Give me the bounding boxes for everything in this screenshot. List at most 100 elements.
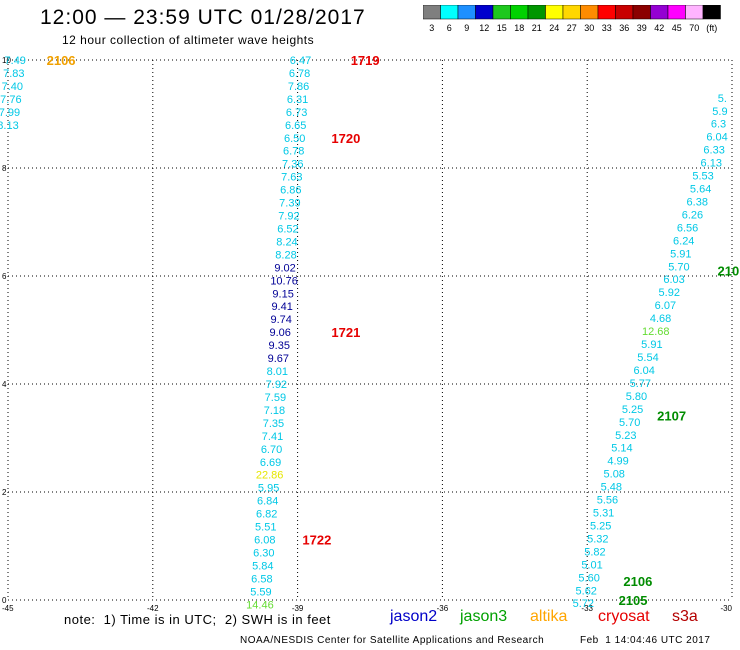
wave-height-label: 10.76 xyxy=(270,275,298,287)
wave-height-label: 7.92 xyxy=(266,379,287,391)
colorbar-label: 33 xyxy=(602,23,612,33)
wave-height-label: 6.52 xyxy=(277,223,298,235)
y-tick-label: 6 xyxy=(2,272,7,281)
wave-height-label: 5.9 xyxy=(712,106,727,118)
wave-height-label: 6.30 xyxy=(253,547,274,559)
wave-height-label: 6.69 xyxy=(260,457,281,469)
wave-height-label: 5.25 xyxy=(590,520,611,532)
wave-height-label: 8.13 xyxy=(0,120,19,132)
wave-height-label: 6.33 xyxy=(703,145,724,157)
time-label: 210 xyxy=(718,264,740,279)
wave-height-label: 5.60 xyxy=(578,572,599,584)
wave-height-label: 7.92 xyxy=(278,211,299,223)
wave-height-label: 5.91 xyxy=(670,248,691,260)
wave-height-label: 9.02 xyxy=(274,262,295,274)
wave-height-label: 5.53 xyxy=(692,171,713,183)
wave-height-label: 6.65 xyxy=(285,120,306,132)
wave-height-label: 8.01 xyxy=(267,366,288,378)
wave-height-label: 6.31 xyxy=(287,94,308,106)
wave-height-label: 4.68 xyxy=(650,313,671,325)
colorbar-label: 24 xyxy=(549,23,559,33)
time-label: 2106 xyxy=(623,574,652,589)
wave-height-label: 6.82 xyxy=(256,509,277,521)
wave-height-label: 5.95 xyxy=(258,483,279,495)
wave-height-label: 5.31 xyxy=(593,508,614,520)
wave-height-label: 6.26 xyxy=(682,209,703,221)
wave-height-label: 6.07 xyxy=(655,300,676,312)
x-tick-label: -39 xyxy=(292,604,304,613)
x-tick-label: -33 xyxy=(581,604,593,613)
chart-subtitle: 12 hour collection of altimeter wave hei… xyxy=(62,33,315,47)
wave-height-label: 7.41 xyxy=(262,431,283,443)
colorbar-label: 30 xyxy=(584,23,594,33)
legend-altika: altika xyxy=(530,608,568,625)
wave-height-label: 5.70 xyxy=(619,417,640,429)
wave-height-label: 5.80 xyxy=(626,391,647,403)
colorbar-label: (ft) xyxy=(706,23,717,33)
wave-height-label: 14.46 xyxy=(246,599,274,611)
wave-height-label: 9.67 xyxy=(268,353,289,365)
colorbar-label: 18 xyxy=(514,23,524,33)
colorbar-label: 12 xyxy=(479,23,489,33)
colorbar-label: 9 xyxy=(464,23,469,33)
y-tick-label: 8 xyxy=(2,164,7,173)
wave-height-label: 6.70 xyxy=(261,444,282,456)
wave-height-label: 5. xyxy=(718,93,727,105)
grid xyxy=(7,59,733,601)
wave-height-label: 5.84 xyxy=(252,560,273,572)
wave-height-label: 5.59 xyxy=(250,586,271,598)
wave-height-label: 5.14 xyxy=(611,443,632,455)
colorbar-swatch xyxy=(702,5,721,20)
chart-title: 12:00 — 23:59 UTC 01/28/2017 xyxy=(40,6,366,29)
colorbar-label: 45 xyxy=(672,23,682,33)
colorbar-label: 15 xyxy=(497,23,507,33)
time-label: 1720 xyxy=(331,131,360,146)
wave-height-label: 7.36 xyxy=(282,159,303,171)
wave-height-label: 12.68 xyxy=(642,326,670,338)
legend-s3a: s3a xyxy=(672,608,698,625)
wave-height-label: 6.56 xyxy=(677,222,698,234)
y-tick-label: 0 xyxy=(2,596,7,605)
wave-height-label: 5.72 xyxy=(573,598,594,610)
wave-height-label: 8.24 xyxy=(276,236,297,248)
wave-height-label: 8.28 xyxy=(275,249,296,261)
wave-height-label: 5.54 xyxy=(637,352,658,364)
y-tick-label: 10 xyxy=(2,56,11,65)
wave-height-label: 5.92 xyxy=(659,287,680,299)
x-tick-label: -30 xyxy=(720,604,732,613)
x-tick-label: -45 xyxy=(2,604,14,613)
wave-height-label: 9.74 xyxy=(270,314,291,326)
wave-height-label: 6.04 xyxy=(706,132,727,144)
wave-height-label: 5.77 xyxy=(630,378,651,390)
wave-height-label: 5.70 xyxy=(668,261,689,273)
wave-height-label: 5.25 xyxy=(622,404,643,416)
time-label: 2105 xyxy=(619,593,648,608)
chart-plot: 0 2 4 6 8 10 -45 -42 -39 -36 -33 -30 7.497.837.407.7… xyxy=(0,53,740,613)
wave-height-label: 6.08 xyxy=(254,535,275,547)
footer-note: note: 1) Time is in UTC; 2) SWH is in fe… xyxy=(64,612,331,627)
wave-height-label: 6.47 xyxy=(290,55,311,67)
y-tick-label: 2 xyxy=(2,488,7,497)
legend-cryosat: cryosat xyxy=(598,608,650,625)
wave-height-label: 6.86 xyxy=(280,185,301,197)
wave-height-label: 7.83 xyxy=(3,68,24,80)
wave-height-label: 7.86 xyxy=(288,81,309,93)
x-tick-label: -36 xyxy=(437,604,449,613)
wave-height-label: 6.58 xyxy=(251,573,272,585)
wave-height-label: 5.91 xyxy=(641,339,662,351)
legend-jason2: jason2 xyxy=(390,608,438,625)
wave-height-label: 6.38 xyxy=(687,196,708,208)
wave-height-label: 5.51 xyxy=(255,522,276,534)
wave-height-label: 7.18 xyxy=(264,405,285,417)
wave-height-label: 7.63 xyxy=(281,172,302,184)
wave-height-label: 5.64 xyxy=(690,184,711,196)
colorbar-label: 21 xyxy=(532,23,542,33)
legend-jason3: jason3 xyxy=(460,608,508,625)
colorbar-label: 39 xyxy=(637,23,647,33)
wave-height-label: 5.56 xyxy=(597,495,618,507)
x-tick-label: -42 xyxy=(147,604,159,613)
timestamp-text: Feb 1 14:04:46 UTC 2017 xyxy=(580,635,711,646)
wave-height-label: 6.78 xyxy=(289,68,310,80)
wave-height-label: 6.03 xyxy=(663,274,684,286)
wave-height-label: 9.06 xyxy=(270,327,291,339)
